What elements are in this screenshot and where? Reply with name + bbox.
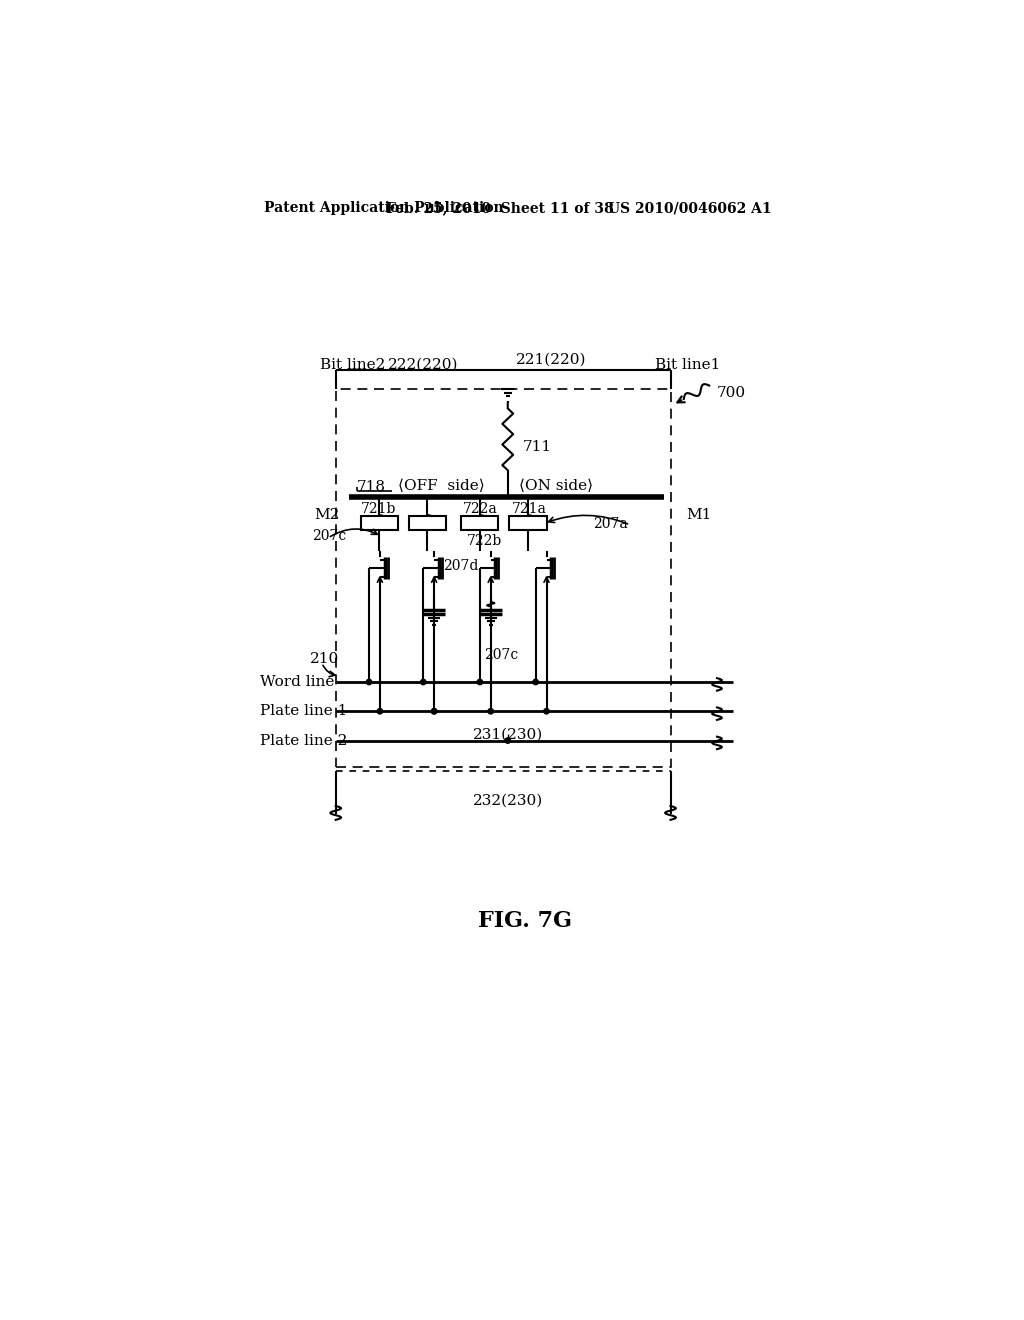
- Text: 207d: 207d: [443, 560, 479, 573]
- Text: 718: 718: [356, 480, 386, 494]
- Circle shape: [544, 709, 549, 714]
- Circle shape: [477, 680, 482, 685]
- Text: US 2010/0046062 A1: US 2010/0046062 A1: [607, 202, 771, 215]
- Text: Feb. 25, 2010  Sheet 11 of 38: Feb. 25, 2010 Sheet 11 of 38: [386, 202, 613, 215]
- Circle shape: [367, 680, 372, 685]
- Bar: [461, 516, 499, 531]
- Text: 722a: 722a: [463, 502, 498, 516]
- Text: Patent Application Publication: Patent Application Publication: [263, 202, 503, 215]
- Circle shape: [431, 709, 437, 714]
- Text: 700: 700: [717, 387, 746, 400]
- Text: Bit line2: Bit line2: [321, 358, 386, 372]
- Text: M2: M2: [314, 508, 339, 521]
- Circle shape: [377, 709, 383, 714]
- Bar: [360, 516, 397, 531]
- Circle shape: [532, 680, 539, 685]
- Text: Plate line 1: Plate line 1: [260, 705, 347, 718]
- Text: 222(220): 222(220): [388, 358, 458, 372]
- Text: 210: 210: [310, 652, 339, 665]
- Text: 721a: 721a: [512, 502, 547, 516]
- Text: 207c: 207c: [484, 648, 519, 663]
- Text: Bit line1: Bit line1: [655, 358, 720, 372]
- Text: Word line: Word line: [260, 675, 334, 689]
- Text: FIG. 7G: FIG. 7G: [478, 909, 571, 932]
- Text: ⟨OFF  side⟩: ⟨OFF side⟩: [397, 479, 484, 492]
- Circle shape: [488, 709, 494, 714]
- Text: ⟨ON side⟩: ⟨ON side⟩: [519, 479, 594, 492]
- Text: 207a: 207a: [593, 517, 628, 531]
- Bar: [509, 516, 547, 531]
- Text: 232(230): 232(230): [473, 793, 543, 808]
- Text: 221(220): 221(220): [515, 354, 586, 367]
- Text: 721b: 721b: [360, 502, 396, 516]
- Text: 231(230): 231(230): [473, 727, 543, 742]
- Circle shape: [431, 709, 437, 714]
- Text: 711: 711: [523, 440, 552, 454]
- Bar: [409, 516, 445, 531]
- Text: 722b: 722b: [467, 535, 502, 548]
- Text: Plate line 2: Plate line 2: [260, 734, 347, 747]
- Text: 207c: 207c: [311, 529, 346, 543]
- Text: M1: M1: [686, 508, 712, 521]
- Circle shape: [421, 680, 426, 685]
- Circle shape: [505, 738, 510, 743]
